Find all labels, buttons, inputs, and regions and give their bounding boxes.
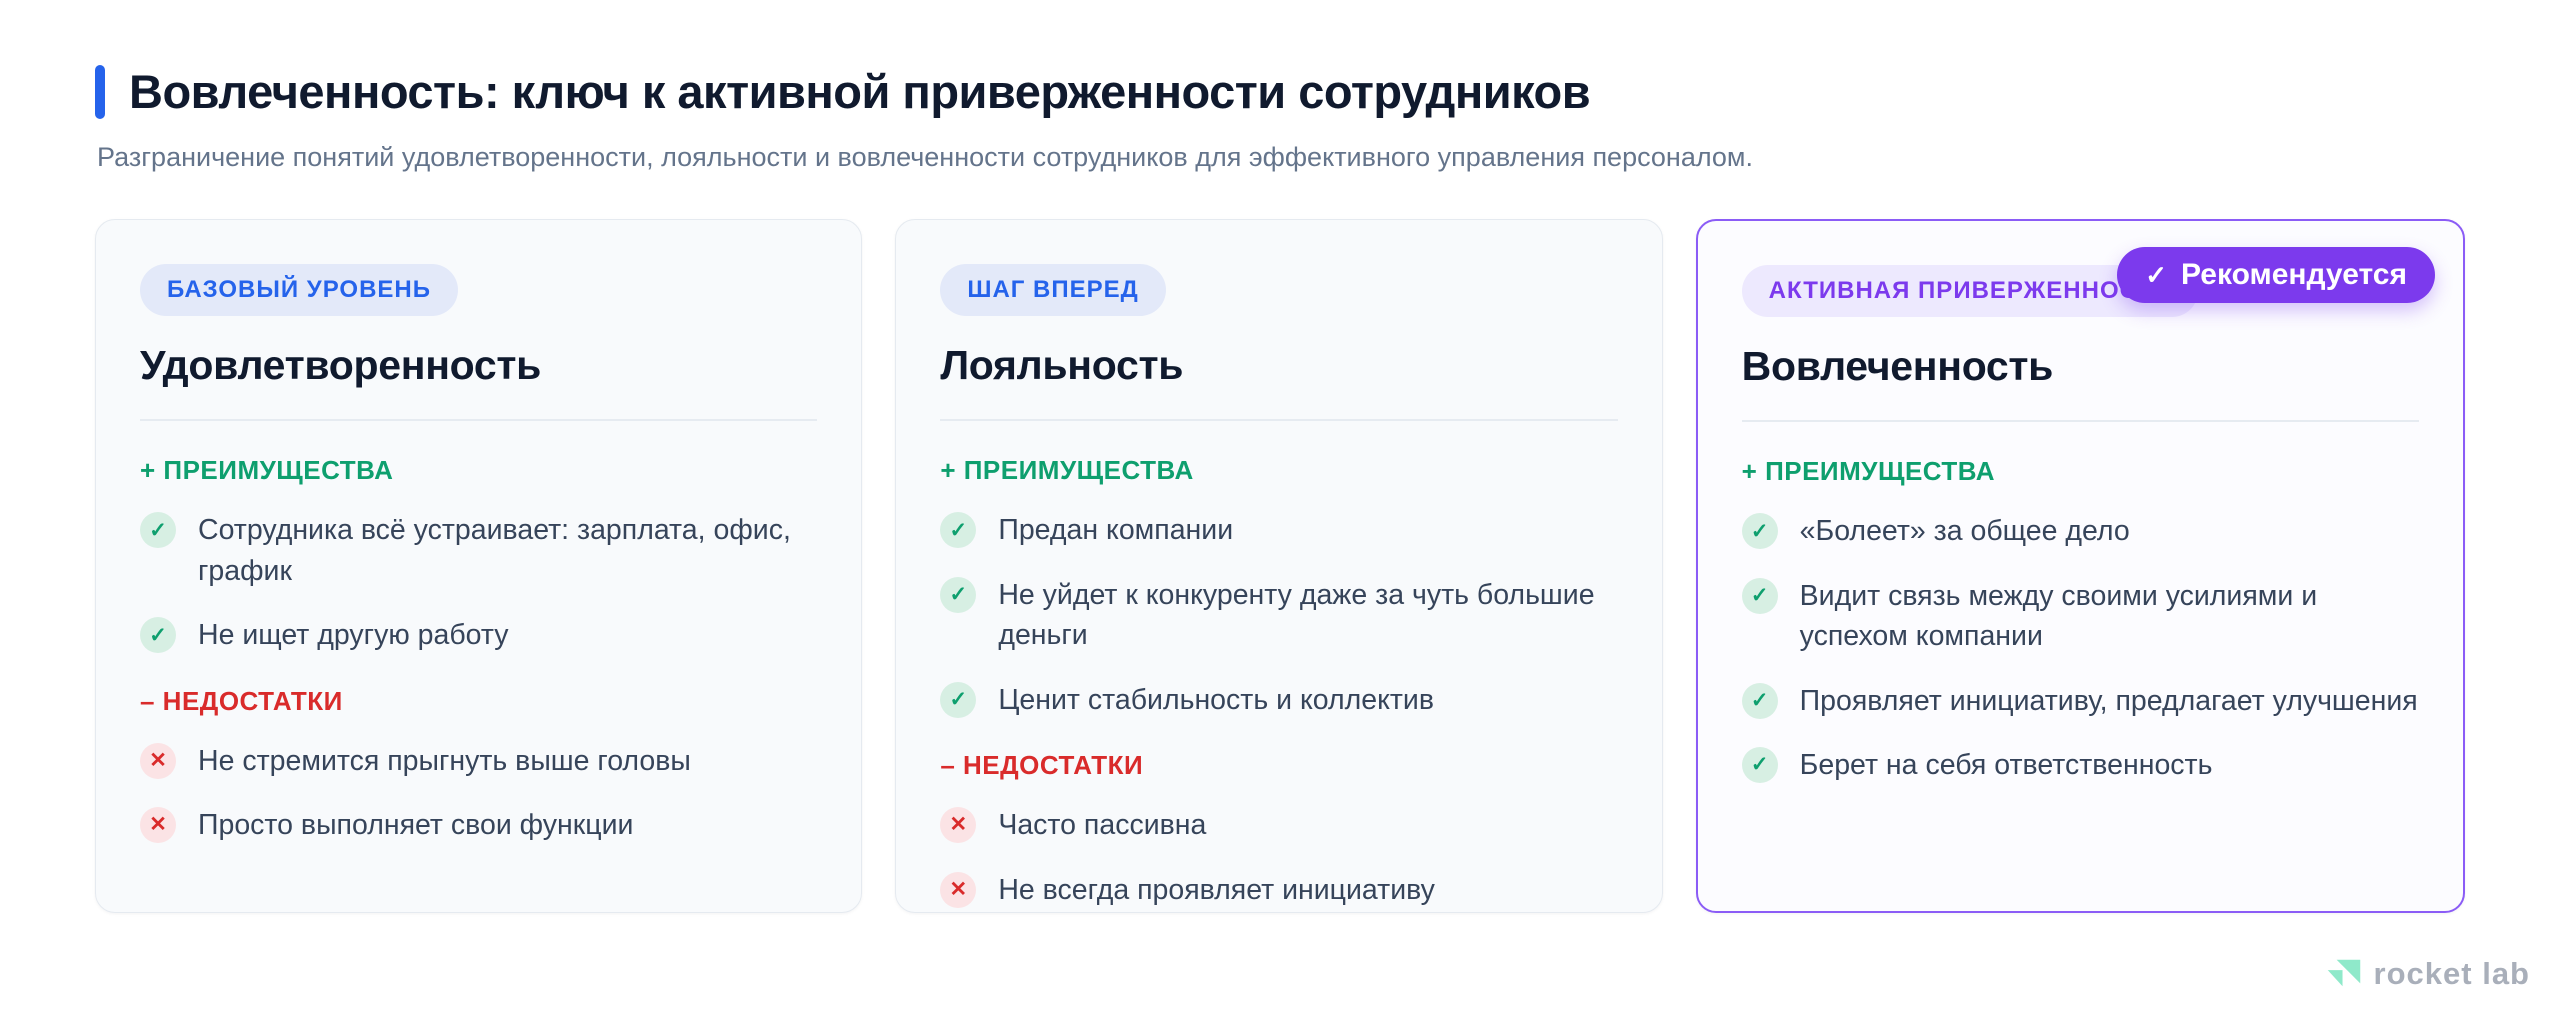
list-item-text: Сотрудника всё устраивает: зарплата, офи…: [198, 514, 791, 587]
rocket-lab-logo-text: rocket lab: [2373, 956, 2530, 991]
list-item-text: Не стремится прыгнуть выше головы: [198, 744, 691, 777]
card-title: Удовлетворенность: [140, 342, 542, 389]
pros-list: ✓ Сотрудника всё устраивает: зарплата, оф…: [140, 510, 817, 655]
divider: [140, 419, 818, 422]
cons-list: ✕ Часто пассивна ✕ Не всегда проявляет иниц…: [940, 805, 1617, 910]
pros-heading: + ПРЕИМУЩЕСТВА: [940, 455, 1194, 486]
card-title: Лояльность: [940, 342, 1184, 389]
list-item: ✓ Не уйдет к конкуренту даже за чуть боль…: [940, 575, 1617, 656]
pros-list: ✓ Предан компании ✓ Не уйдет к конкуренту д…: [940, 510, 1617, 720]
list-item: ✓ Ценит стабильность и коллектив: [940, 680, 1617, 720]
card-title: Вовлеченность: [1741, 343, 2054, 390]
recommended-ribbon: ✓ Рекомендуется: [2117, 247, 2435, 304]
list-item-text: Видит связь между своими усилиями и успе…: [1799, 579, 2318, 653]
list-item-text: Часто пассивна: [998, 809, 1207, 842]
cross-icon: ✕: [140, 807, 176, 844]
check-icon: ✓: [940, 576, 977, 613]
list-item: ✕ Не стремится прыгнуть выше головы: [140, 741, 817, 781]
check-icon: ✓: [1741, 513, 1778, 550]
list-item: ✓ Проявляет инициативу, предлагает улучше…: [1741, 681, 2419, 721]
pros-heading: + ПРЕИМУЩЕСТВА: [1741, 456, 1996, 487]
rocket-lab-watermark: rocket lab: [2327, 956, 2530, 992]
check-icon: ✓: [940, 681, 977, 718]
level-badge: БАЗОВЫЙ УРОВЕНЬ: [140, 264, 459, 317]
list-item: ✓ Берет на себя ответственность: [1741, 745, 2419, 785]
cards-row: БАЗОВЫЙ УРОВЕНЬ Удовлетворенность + ПРЕИ…: [95, 219, 2465, 914]
recommended-ribbon-label: Рекомендуется: [2181, 258, 2407, 292]
list-item-text: Не всегда проявляет инициативу: [998, 873, 1435, 906]
cross-icon: ✕: [940, 807, 977, 844]
list-item: ✓ Предан компании: [940, 510, 1617, 550]
title-row: Вовлеченность: ключ к активной привержен…: [95, 64, 2465, 120]
list-item: ✕ Просто выполняет свои функции: [140, 805, 817, 845]
check-icon: ✓: [1741, 747, 1778, 784]
title-accent-bar: [95, 65, 105, 120]
divider: [1741, 420, 2419, 423]
header: Вовлеченность: ключ к активной привержен…: [95, 64, 2465, 175]
check-icon: ✓: [1741, 682, 1778, 719]
list-item: ✕ Часто пассивна: [940, 805, 1617, 845]
page-subtitle: Разграничение понятий удовлетворенности,…: [97, 142, 1753, 173]
cons-heading: – НЕДОСТАТКИ: [140, 685, 343, 716]
card-loyalty: ШАГ ВПЕРЕД Лояльность + ПРЕИМУЩЕСТВА ✓ Пр…: [895, 219, 1663, 914]
list-item-text: «Болеет» за общее дело: [1799, 515, 2130, 548]
rocket-lab-logo-icon: [2327, 959, 2360, 986]
list-item: ✓ Видит связь между своими усилиями и усп…: [1741, 576, 2419, 657]
pros-heading: + ПРЕИМУЩЕСТВА: [140, 455, 394, 486]
card-engagement: ✓ Рекомендуется АКТИВНАЯ ПРИВЕРЖЕННОСТЬ …: [1695, 219, 2465, 914]
list-item-text: Предан компании: [998, 514, 1234, 547]
check-icon: ✓: [2145, 259, 2168, 290]
list-item-text: Ценит стабильность и коллектив: [998, 683, 1434, 716]
cross-icon: ✕: [140, 742, 176, 779]
list-item-text: Не уйдет к конкуренту даже за чуть больш…: [998, 578, 1595, 652]
check-icon: ✓: [140, 512, 176, 549]
card-satisfaction: БАЗОВЫЙ УРОВЕНЬ Удовлетворенность + ПРЕИ…: [95, 219, 863, 914]
list-item: ✓ Не ищет другую работу: [140, 615, 817, 655]
list-item: ✓ Сотрудника всё устраивает: зарплата, оф…: [140, 510, 817, 591]
check-icon: ✓: [1741, 577, 1778, 614]
list-item-text: Не ищет другую работу: [198, 619, 509, 652]
level-badge: ШАГ ВПЕРЕД: [940, 264, 1166, 317]
cons-list: ✕ Не стремится прыгнуть выше головы ✕ Прост…: [140, 741, 817, 846]
list-item-text: Берет на себя ответственность: [1799, 749, 2213, 782]
page-title: Вовлеченность: ключ к активной привержен…: [129, 65, 1591, 118]
list-item: ✓ «Болеет» за общее дело: [1741, 511, 2419, 551]
check-icon: ✓: [940, 512, 977, 549]
pros-list: ✓ «Болеет» за общее дело ✓ Видит связь межд…: [1741, 511, 2419, 785]
list-item: ✕ Не всегда проявляет инициативу: [940, 870, 1617, 910]
list-item-text: Просто выполняет свои функции: [198, 809, 634, 842]
cons-heading: – НЕДОСТАТКИ: [940, 750, 1144, 781]
check-icon: ✓: [140, 617, 176, 654]
cross-icon: ✕: [940, 871, 977, 908]
divider: [940, 419, 1618, 422]
list-item-text: Проявляет инициативу, предлагает улучшен…: [1799, 684, 2418, 717]
